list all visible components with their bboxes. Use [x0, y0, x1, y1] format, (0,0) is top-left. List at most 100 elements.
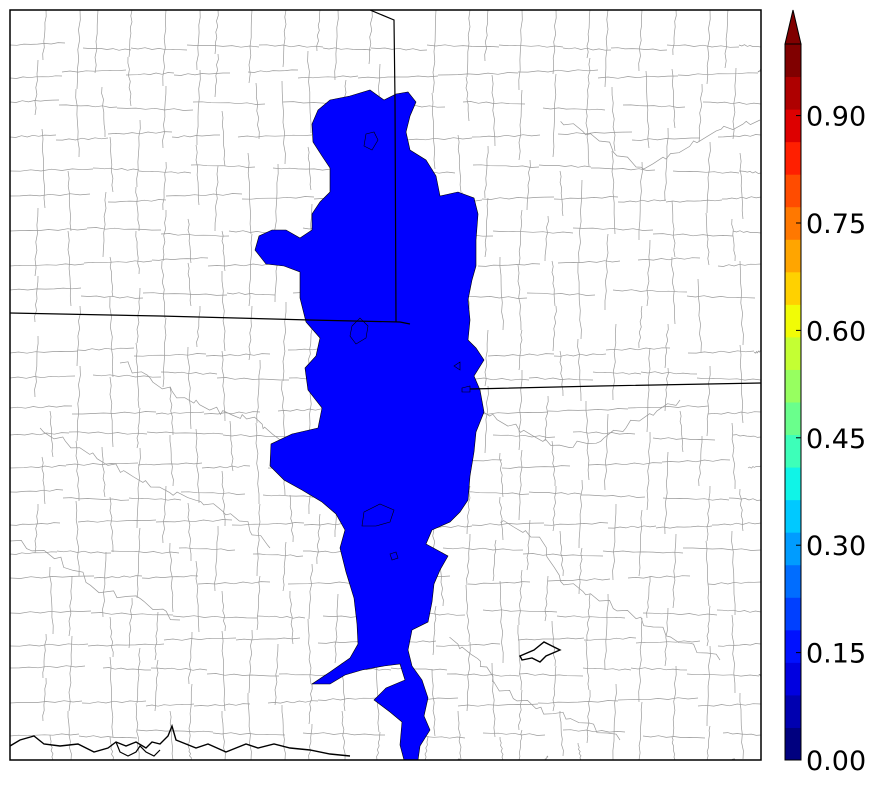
county-line [206, 673, 279, 677]
colorbar-bin [785, 336, 801, 370]
county-line [577, 262, 582, 340]
county-line [518, 689, 523, 731]
county-line [195, 428, 200, 503]
county-line [142, 292, 228, 296]
county-line [484, 329, 489, 387]
county-line [562, 729, 626, 733]
county-line [537, 700, 619, 704]
county-line [163, 637, 237, 641]
county-line [705, 212, 710, 266]
county-line [308, 683, 313, 725]
county-line [551, 620, 556, 667]
county-line [492, 434, 556, 438]
county-line [41, 456, 46, 505]
county-line [739, 152, 744, 220]
county-line [81, 700, 147, 704]
county-line [187, 742, 192, 760]
county-line [492, 230, 574, 234]
colorbar-tick-label: 0.30 [806, 531, 866, 562]
colorbar-bin [785, 304, 801, 338]
county-line [426, 44, 500, 48]
county-line [214, 525, 219, 592]
county-line [556, 615, 626, 619]
county-line [187, 346, 192, 430]
county-line [136, 447, 141, 529]
county-line [102, 551, 107, 618]
colorbar-bin [785, 239, 801, 273]
county-line [334, 10, 339, 81]
county-line [672, 665, 677, 738]
county-line [186, 44, 260, 48]
county-line [10, 168, 94, 172]
colorbar-tick-label: 0.90 [806, 102, 866, 133]
colorbar-bin [785, 76, 801, 110]
county-line [543, 522, 609, 526]
county-line [316, 513, 321, 565]
county-line [753, 350, 761, 354]
county-line [169, 435, 174, 487]
county-line [274, 643, 279, 706]
county-line [706, 485, 711, 542]
county-line [169, 386, 174, 436]
county-line [645, 70, 650, 149]
county-line [109, 136, 114, 193]
county-line [687, 350, 755, 354]
county-line [499, 256, 504, 331]
county-line [155, 519, 233, 523]
county-line [136, 119, 141, 188]
county-line [10, 489, 64, 493]
colorbar-bin [785, 662, 801, 696]
county-line [607, 525, 657, 529]
county-line [135, 186, 140, 232]
county-line [457, 703, 539, 707]
county-line [171, 134, 220, 138]
county-line [526, 519, 531, 571]
county-line [241, 196, 315, 200]
county-line [214, 10, 219, 55]
county-line [141, 575, 199, 579]
county-line [642, 735, 706, 739]
county-line [577, 742, 582, 760]
county-line [577, 338, 582, 402]
county-line [432, 10, 437, 94]
county-line [572, 431, 636, 435]
colorbar-tick-label: 0.75 [806, 209, 866, 240]
county-line [196, 69, 201, 146]
county-line [10, 287, 82, 291]
county-line [162, 485, 167, 544]
county-line [552, 665, 557, 712]
county-line [49, 734, 54, 760]
county-line [696, 377, 761, 381]
county-line [93, 575, 143, 579]
county-line [518, 569, 523, 626]
county-line [664, 607, 669, 667]
county-line [34, 335, 39, 398]
county-line [77, 347, 135, 351]
county-line [317, 697, 379, 701]
county-line [526, 292, 596, 296]
county-line [248, 10, 253, 84]
county-line [10, 610, 92, 614]
county-line [10, 522, 61, 526]
county-line [662, 497, 730, 501]
county-line [671, 736, 676, 760]
county-line [282, 302, 287, 382]
county-line [547, 408, 629, 412]
county-line [517, 637, 585, 641]
county-line [256, 503, 261, 577]
colorbar-tick-label: 0.45 [806, 424, 866, 455]
county-line [10, 350, 79, 354]
county-line [256, 575, 261, 631]
county-line [638, 617, 643, 703]
county-line [67, 170, 72, 232]
county-line [717, 263, 761, 267]
county-line [357, 75, 439, 79]
colorbar-bin [785, 694, 801, 728]
county-line [10, 99, 60, 103]
county-line [492, 539, 497, 582]
county-line [646, 575, 651, 619]
colorbar-bin [785, 402, 801, 436]
county-line [705, 540, 710, 607]
county-line [665, 199, 723, 203]
county-line [449, 636, 621, 741]
